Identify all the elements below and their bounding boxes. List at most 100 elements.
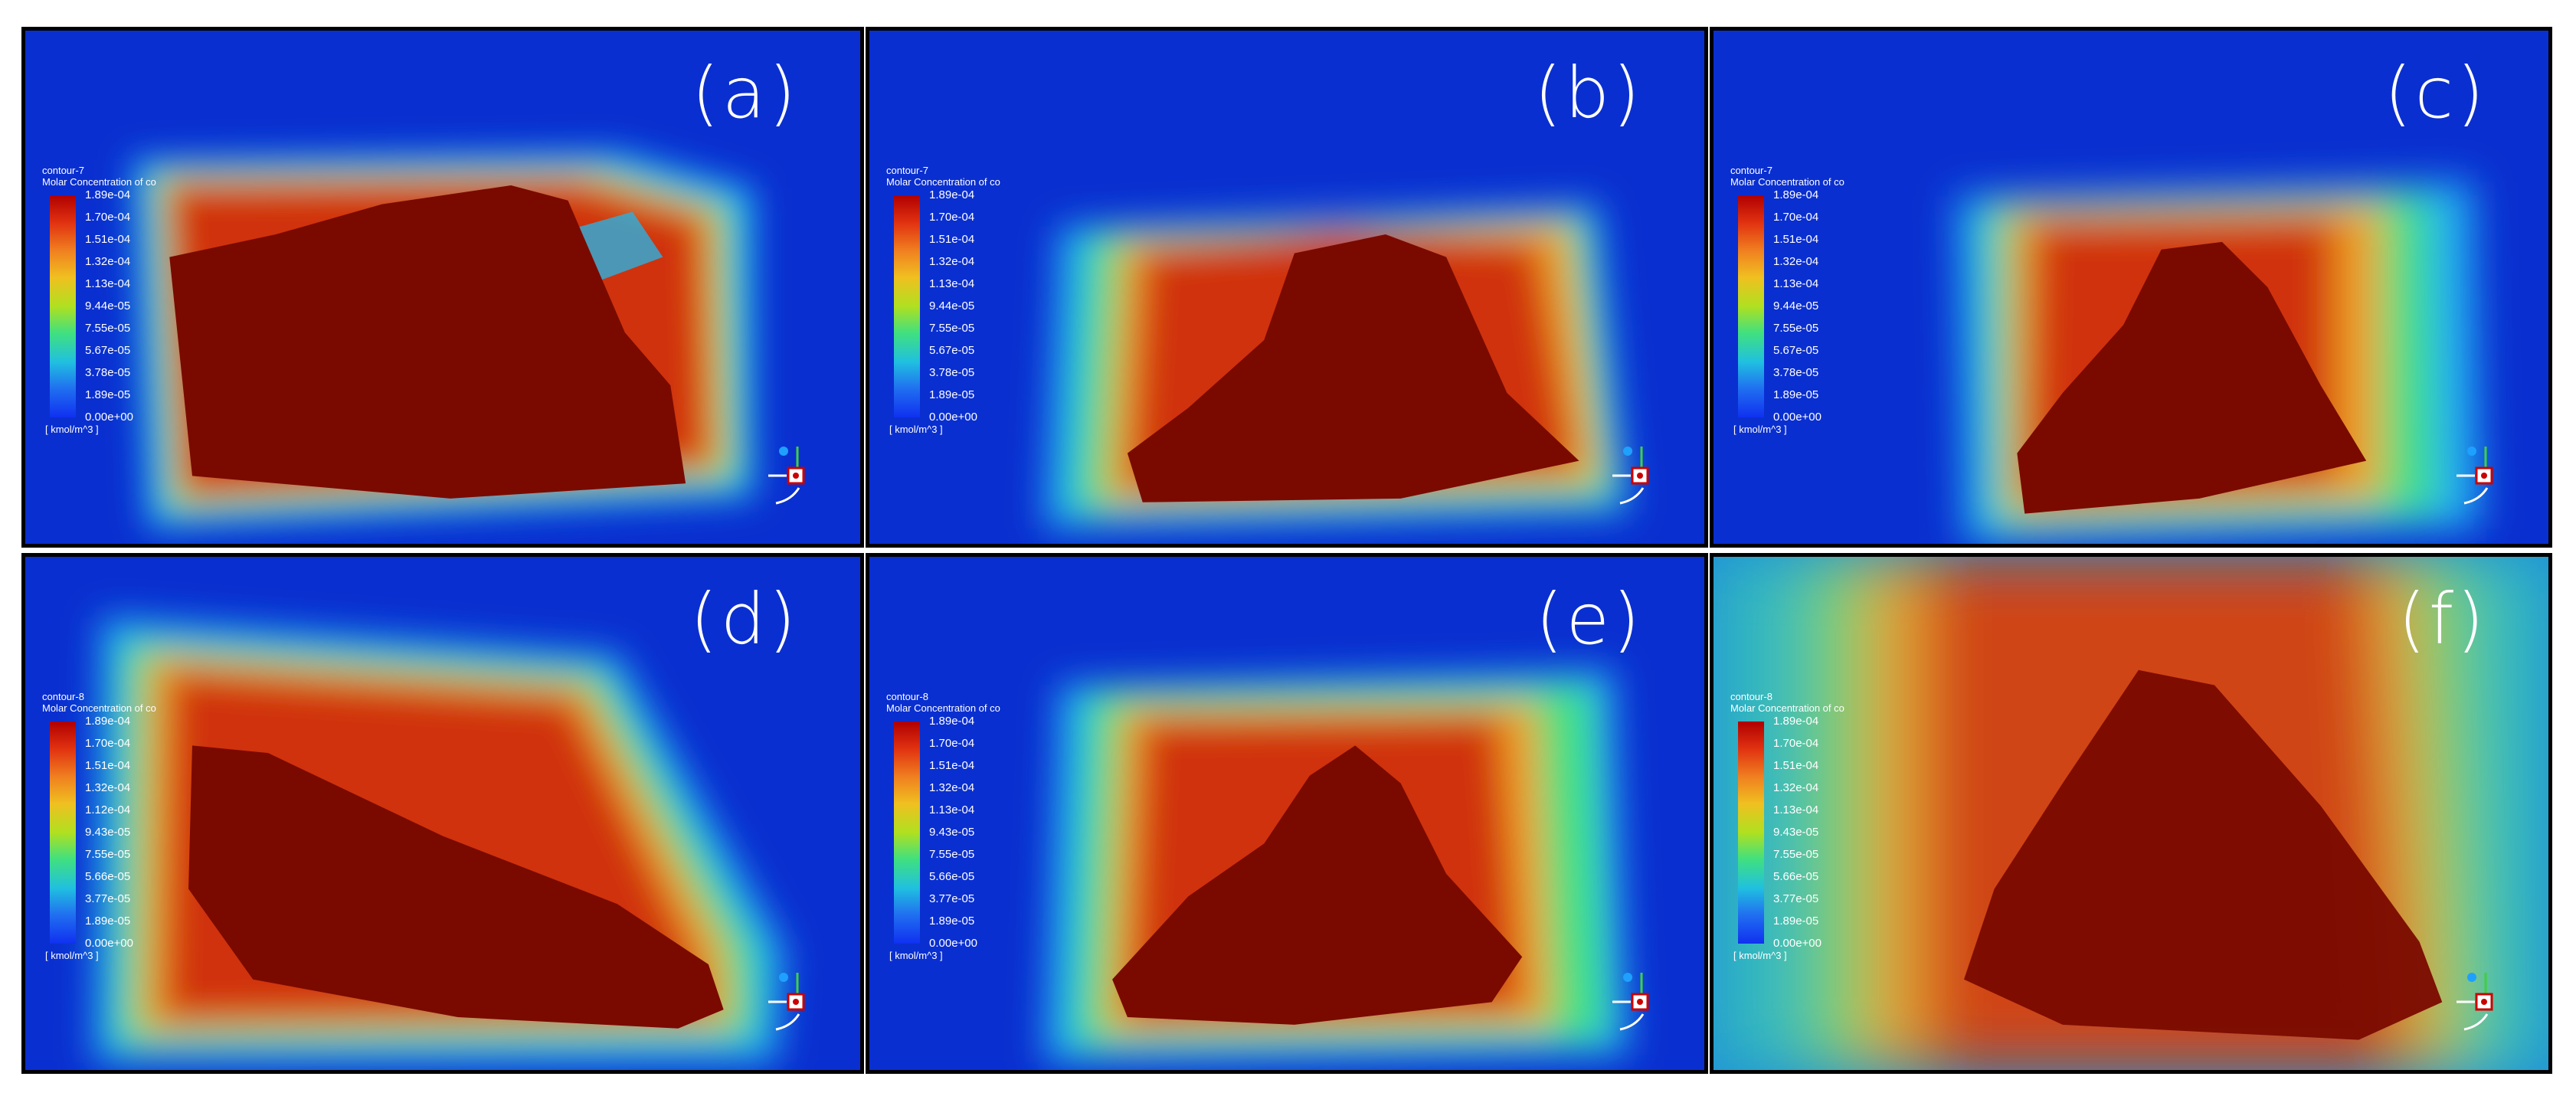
- legend-tick: 1.13e-04: [1773, 277, 1819, 290]
- legend-tick: 1.89e-04: [1773, 188, 1819, 201]
- color-legend: contour-8 Molar Concentration of co 1.89…: [1730, 691, 1876, 997]
- legend-tick: 7.55e-05: [1773, 848, 1819, 861]
- legend-tick: 3.78e-05: [85, 366, 131, 379]
- legend-unit: [ kmol/m^3 ]: [45, 424, 99, 435]
- legend-tick: 1.70e-04: [85, 211, 131, 224]
- legend-tick: 1.89e-04: [929, 188, 975, 201]
- legend-unit: [ kmol/m^3 ]: [889, 424, 943, 435]
- legend-tick: 9.44e-05: [1773, 299, 1819, 312]
- color-scale-bar: [1738, 195, 1764, 417]
- contour-field: [1714, 557, 2548, 1070]
- legend-unit: [ kmol/m^3 ]: [889, 950, 943, 961]
- contour-panel-c: (c) contour-7 Molar Concentration of co …: [1710, 27, 2552, 548]
- contour-name: contour-7: [1730, 165, 1772, 176]
- panel-label: (d): [689, 578, 799, 660]
- panel-label: (e): [1535, 578, 1643, 660]
- legend-tick: 1.89e-05: [1773, 388, 1819, 401]
- legend-tick: 9.43e-05: [929, 826, 975, 839]
- legend-tick: 1.51e-04: [929, 759, 975, 772]
- contour-field: [869, 31, 1704, 544]
- legend-tick: 1.51e-04: [85, 233, 131, 246]
- high-concentration-core: [2017, 241, 2367, 514]
- legend-tick: 3.77e-05: [929, 892, 975, 905]
- color-scale-bar: [50, 722, 76, 944]
- legend-tick: 1.89e-04: [929, 715, 975, 728]
- legend-tick: 5.66e-05: [1773, 870, 1819, 883]
- legend-tick: 1.70e-04: [85, 737, 131, 750]
- legend-tick: 1.32e-04: [929, 781, 975, 794]
- legend-tick: 1.51e-04: [85, 759, 131, 772]
- panel-label: (f): [2398, 578, 2487, 660]
- axis-triad-icon: [2457, 447, 2493, 505]
- legend-unit: [ kmol/m^3 ]: [1733, 424, 1787, 435]
- legend-tick: 0.00e+00: [85, 411, 133, 424]
- panel-label: (c): [2384, 52, 2487, 134]
- legend-tick: 5.66e-05: [85, 870, 131, 883]
- legend-tick: 9.44e-05: [85, 299, 131, 312]
- color-legend: contour-7 Molar Concentration of co 1.89…: [42, 165, 188, 471]
- panel-label: (a): [691, 52, 799, 134]
- contour-panel-b: (b) contour-7 Molar Concentration of co …: [866, 27, 1708, 548]
- legend-tick: 1.89e-04: [85, 715, 131, 728]
- legend-tick: 7.55e-05: [85, 322, 131, 335]
- color-scale-bar: [894, 722, 920, 944]
- axis-triad-icon: [1612, 973, 1649, 1031]
- legend-tick: 3.78e-05: [929, 366, 975, 379]
- legend-tick: 0.00e+00: [1773, 411, 1822, 424]
- color-legend: contour-8 Molar Concentration of co 1.89…: [42, 691, 188, 997]
- legend-tick: 5.67e-05: [1773, 344, 1819, 357]
- legend-tick: 1.89e-05: [929, 915, 975, 928]
- color-legend: contour-7 Molar Concentration of co 1.89…: [1730, 165, 1876, 471]
- legend-tick: 1.51e-04: [1773, 233, 1819, 246]
- legend-tick: 1.12e-04: [85, 803, 131, 816]
- legend-tick: 1.32e-04: [1773, 781, 1819, 794]
- legend-unit: [ kmol/m^3 ]: [45, 950, 99, 961]
- color-legend: contour-7 Molar Concentration of co 1.89…: [886, 165, 1032, 471]
- legend-tick: 0.00e+00: [929, 411, 977, 424]
- legend-tick: 3.77e-05: [85, 892, 131, 905]
- legend-tick: 9.43e-05: [85, 826, 131, 839]
- contour-name: contour-8: [886, 691, 928, 702]
- high-concentration-core: [1112, 745, 1523, 1025]
- contour-panel-d: (d) contour-8 Molar Concentration of co …: [21, 553, 864, 1074]
- quantity-name: Molar Concentration of co: [42, 176, 156, 188]
- contour-panel-a: (a) contour-7 Molar Concentration of co …: [21, 27, 864, 548]
- legend-tick: 0.00e+00: [929, 937, 977, 950]
- high-concentration-core: [1964, 669, 2443, 1040]
- legend-tick: 1.89e-05: [85, 915, 131, 928]
- contour-field: [1714, 31, 2548, 544]
- legend-tick: 7.55e-05: [1773, 322, 1819, 335]
- legend-tick: 1.32e-04: [85, 255, 131, 268]
- legend-tick: 7.55e-05: [85, 848, 131, 861]
- quantity-name: Molar Concentration of co: [886, 702, 1000, 714]
- contour-panel-f: (f) contour-8 Molar Concentration of co …: [1710, 553, 2552, 1074]
- axis-triad-icon: [2457, 973, 2493, 1031]
- legend-tick: 1.13e-04: [85, 277, 131, 290]
- legend-tick: 9.44e-05: [929, 299, 975, 312]
- legend-tick: 1.32e-04: [1773, 255, 1819, 268]
- quantity-name: Molar Concentration of co: [886, 176, 1000, 188]
- color-scale-bar: [1738, 722, 1764, 944]
- contour-field: [25, 557, 860, 1070]
- high-concentration-core: [169, 185, 686, 499]
- legend-tick: 3.77e-05: [1773, 892, 1819, 905]
- axis-triad-icon: [1612, 447, 1649, 505]
- color-legend: contour-8 Molar Concentration of co 1.89…: [886, 691, 1032, 997]
- contour-field: [25, 31, 860, 544]
- contour-name: contour-7: [42, 165, 84, 176]
- legend-tick: 0.00e+00: [85, 937, 133, 950]
- axis-triad-icon: [768, 447, 805, 505]
- quantity-name: Molar Concentration of co: [1730, 702, 1844, 714]
- legend-tick: 1.70e-04: [1773, 211, 1819, 224]
- quantity-name: Molar Concentration of co: [42, 702, 156, 714]
- axis-triad-icon: [768, 973, 805, 1031]
- legend-tick: 7.55e-05: [929, 322, 975, 335]
- legend-unit: [ kmol/m^3 ]: [1733, 950, 1787, 961]
- legend-tick: 1.70e-04: [929, 211, 975, 224]
- legend-tick: 5.66e-05: [929, 870, 975, 883]
- legend-tick: 1.13e-04: [929, 803, 975, 816]
- legend-tick: 1.89e-04: [1773, 715, 1819, 728]
- high-concentration-core: [1127, 234, 1579, 502]
- color-scale-bar: [894, 195, 920, 417]
- high-concentration-core: [188, 745, 724, 1029]
